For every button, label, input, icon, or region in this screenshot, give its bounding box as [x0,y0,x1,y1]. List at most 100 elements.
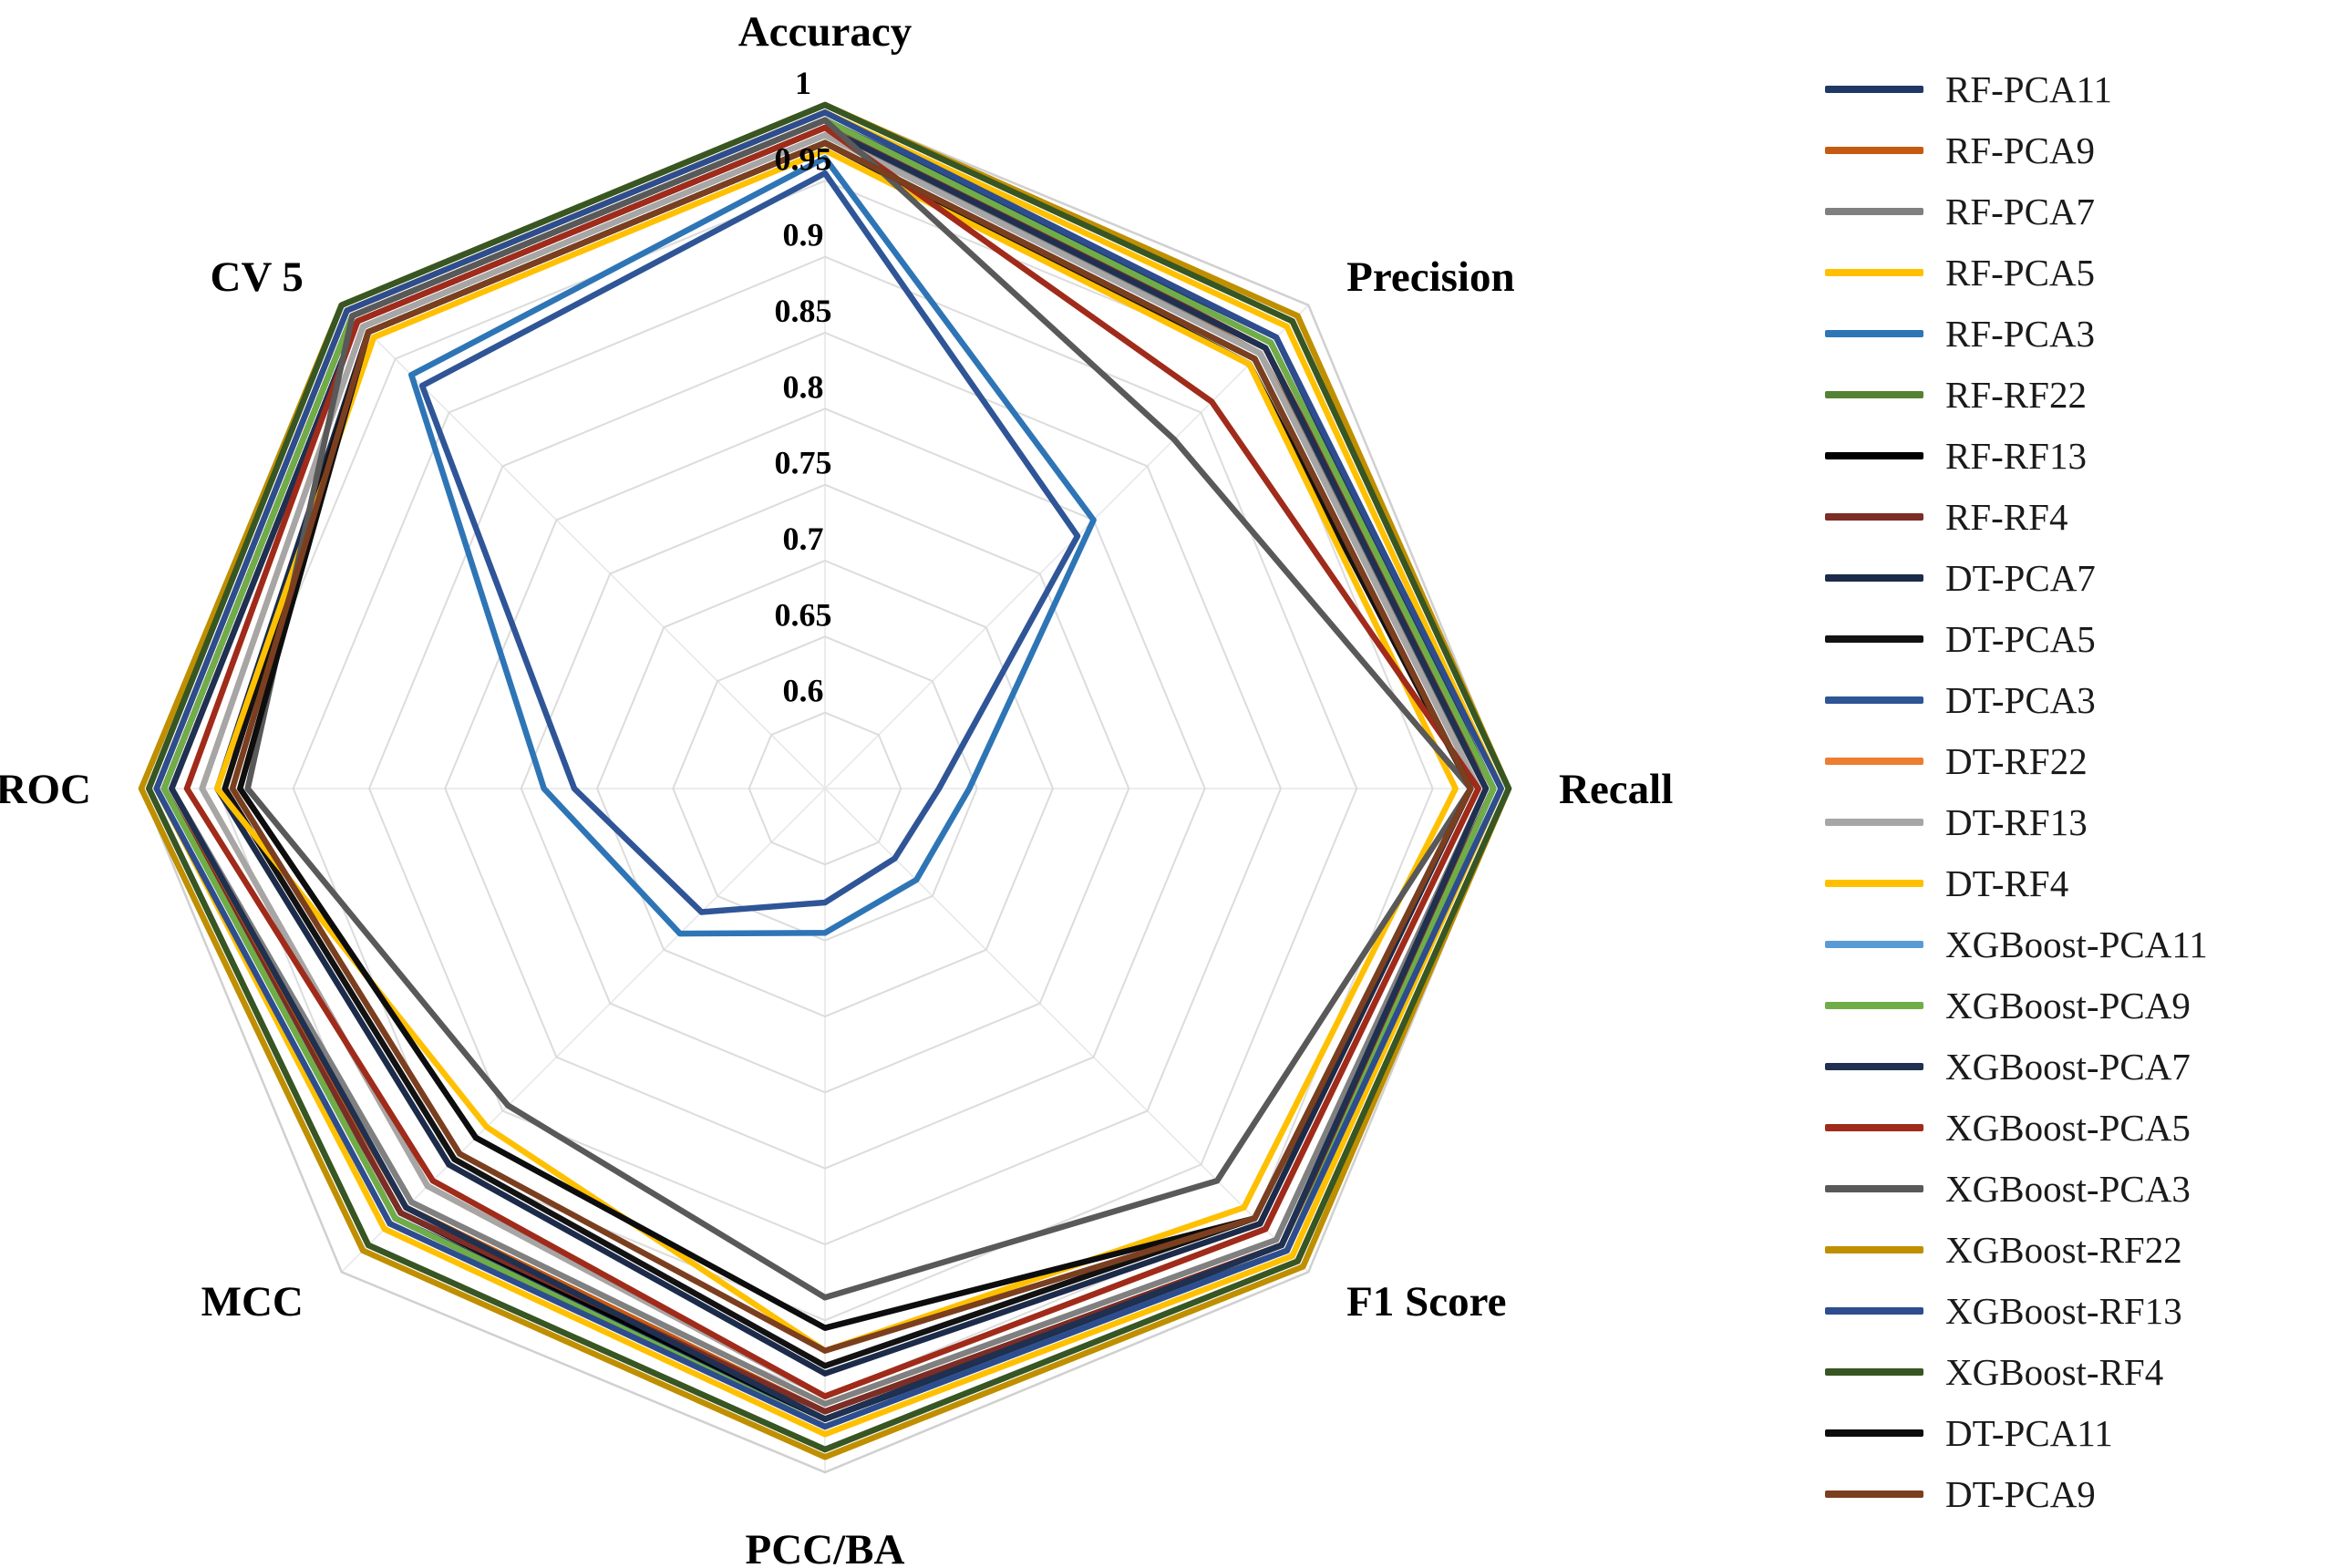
series-xgboost-pca5 [183,124,1481,1399]
legend-item: DT-RF22 [1825,741,2208,781]
grid-ring [292,255,1358,1322]
legend-item: XGBoost-PCA3 [1825,1169,2208,1209]
series-xgboost-rf13 [153,109,1504,1430]
legend-label: DT-RF4 [1945,862,2069,904]
legend-item: RF-RF13 [1825,436,2208,476]
legend-swatch [1825,513,1923,521]
legend-swatch [1825,1185,1923,1192]
legend-item: DT-PCA7 [1825,558,2208,598]
legend-swatch [1825,269,1923,276]
chart-legend: RF-PCA11 RF-PCA9 RF-PCA7 RF-PCA5 RF-PCA3 RF-R… [1825,69,2208,1514]
legend-label: RF-PCA7 [1945,191,2096,232]
legend-item: RF-PCA7 [1825,191,2208,232]
legend-swatch [1825,1307,1923,1315]
legend-label: RF-RF22 [1945,374,2087,416]
legend-label: RF-PCA11 [1945,68,2113,110]
legend-item: RF-RF4 [1825,497,2208,537]
axis-label-f1-score: F1 Score [1346,1278,1506,1326]
tick-label: 0.9 [783,217,824,253]
grid-ring [444,407,1206,1170]
legend-label: DT-PCA7 [1945,557,2096,599]
legend-swatch [1825,1368,1923,1376]
tick-label: 0.65 [775,596,832,633]
legend-label: XGBoost-RF22 [1945,1229,2182,1271]
legend-swatch [1825,330,1923,337]
series-xgboost-pca7 [169,124,1490,1422]
legend-label: RF-RF4 [1945,496,2068,538]
legend-item: XGBoost-PCA9 [1825,985,2208,1026]
legend-item: DT-RF13 [1825,802,2208,842]
legend-item: XGBoost-PCA11 [1825,924,2208,965]
legend-label: XGBoost-PCA3 [1945,1168,2191,1210]
legend-label: XGBoost-PCA11 [1945,923,2208,965]
tick-label: 0.85 [775,293,832,329]
legend-swatch [1825,696,1923,704]
legend-item: DT-PCA5 [1825,619,2208,659]
legend-label: RF-PCA3 [1945,313,2096,355]
legend-swatch [1825,941,1923,948]
legend-swatch [1825,574,1923,582]
legend-item: DT-RF4 [1825,863,2208,903]
series-dt-rf4 [214,147,1459,1354]
legend-label: XGBoost-PCA5 [1945,1107,2191,1149]
grid-spoke [824,304,1309,789]
axis-label-cv-5: CV 5 [211,253,304,301]
grid-spoke [824,788,1309,1273]
axis-label-accuracy: Accuracy [738,8,913,56]
legend-label: DT-RF22 [1945,740,2088,782]
axis-label-roc: ROC [0,766,91,813]
series-dt-pca9 [229,139,1474,1354]
grid-ring [748,711,902,866]
legend-item: XGBoost-PCA7 [1825,1047,2208,1087]
grid-ring [520,483,1130,1094]
legend-swatch [1825,147,1923,154]
legend-item: DT-PCA9 [1825,1474,2208,1514]
legend-swatch [1825,1002,1923,1009]
axis-label-pcc-ba: PCC/BA [746,1526,905,1568]
legend-swatch [1825,86,1923,93]
legend-swatch [1825,635,1923,643]
legend-label: RF-PCA9 [1945,129,2096,171]
legend-swatch [1825,452,1923,459]
legend-item: RF-PCA11 [1825,69,2208,109]
legend-item: RF-RF22 [1825,375,2208,415]
grid-ring [672,635,978,942]
legend-swatch [1825,880,1923,887]
legend-swatch [1825,1063,1923,1070]
legend-label: XGBoost-RF4 [1945,1351,2164,1393]
grid-spoke [341,788,826,1273]
legend-swatch [1825,819,1923,826]
legend-item: RF-PCA5 [1825,253,2208,293]
legend-label: RF-PCA5 [1945,252,2096,294]
legend-item: DT-PCA11 [1825,1413,2208,1453]
legend-swatch [1825,758,1923,765]
legend-swatch [1825,1429,1923,1437]
legend-item: RF-PCA3 [1825,314,2208,354]
tick-label: 0.95 [775,140,832,177]
legend-swatch [1825,1491,1923,1498]
legend-label: RF-RF13 [1945,435,2087,477]
axis-label-mcc: MCC [201,1278,304,1326]
grid-ring [595,559,1055,1018]
legend-swatch [1825,1124,1923,1131]
legend-label: XGBoost-PCA7 [1945,1046,2191,1088]
tick-label: 0.7 [783,521,824,557]
tick-label: 0.75 [775,445,832,481]
grid-ring [367,331,1283,1246]
legend-item: XGBoost-RF4 [1825,1352,2208,1392]
legend-label: DT-RF13 [1945,801,2088,843]
legend-label: XGBoost-RF13 [1945,1290,2182,1332]
legend-item: XGBoost-RF22 [1825,1230,2208,1270]
legend-item: DT-PCA3 [1825,680,2208,720]
tick-label: 0.8 [783,368,824,405]
legend-swatch [1825,208,1923,215]
axis-label-precision: Precision [1346,253,1515,301]
tick-label: 0.6 [783,673,824,709]
legend-label: DT-PCA11 [1945,1412,2113,1454]
series-dt-pca3 [418,170,1081,915]
legend-label: DT-PCA5 [1945,618,2096,660]
series-rf-pca3 [408,155,1097,937]
series-xgboost-pca3 [244,117,1474,1301]
legend-item: RF-PCA9 [1825,130,2208,170]
